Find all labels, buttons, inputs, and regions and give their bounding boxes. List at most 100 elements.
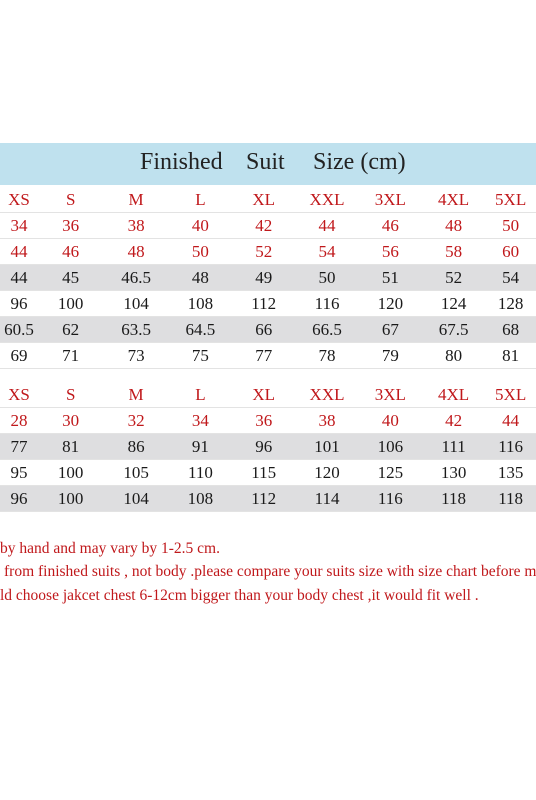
table2-cell: 32 [103,407,169,434]
jacket-size-table: XS S M L XL XXL 3XL 4XL 5XL 34 36 38 40 42 44 46 48 50 44 4… [0,187,536,369]
table1-cell: 48 [421,212,486,239]
table1-cell: 66 [232,316,296,343]
table1-cell: 58 [421,238,486,265]
table1-cell: 96 [0,290,38,317]
table1-cell: 69 [0,342,38,369]
table2-cell: S [37,382,104,408]
table2-cell: L [168,382,233,408]
table1-cell: XL [232,187,296,213]
table1-cell: 46 [358,212,422,239]
table1-cell: 63.5 [103,316,169,343]
table1-row: 60.5 62 63.5 64.5 66 66.5 67 67.5 68 [0,316,536,343]
table2-cell: 111 [421,433,486,460]
table1-cell: 38 [103,212,169,239]
note-line-2: from finished suits , not body .please c… [4,563,536,580]
table2-cell: 95 [0,459,38,486]
table1-cell: 60.5 [0,316,38,343]
table2-cell: XL [232,382,296,408]
table2-row: 95 100 105 110 115 120 125 130 135 [0,459,536,486]
table1-cell: 124 [421,290,486,317]
table1-cell: 54 [485,264,536,291]
pants-size-table: XS S M L XL XXL 3XL 4XL 5XL 28 30 32 34 36 38 40 42 44 77 8… [0,382,536,512]
table2-row: 77 81 86 91 96 101 106 111 116 [0,433,536,460]
table1-cell: 45 [37,264,104,291]
table1-cell: 116 [295,290,359,317]
table1-cell: 112 [232,290,296,317]
table1-cell: 50 [485,212,536,239]
header-word-size: Size (cm) [313,149,406,175]
table1-cell: 34 [0,212,38,239]
table2-cell: 105 [103,459,169,486]
table1-cell: 4XL [421,187,486,213]
table2-cell: 106 [358,433,422,460]
table1-cell: 44 [295,212,359,239]
table1-cell: L [168,187,233,213]
table1-cell: 36 [37,212,104,239]
table1-cell: 68 [485,316,536,343]
table2-cell: 120 [295,459,359,486]
table2-cell: 112 [232,485,296,512]
table1-cell: 44 [0,238,38,265]
table2-cell: 44 [485,407,536,434]
table2-cell: M [103,382,169,408]
table1-cell: 52 [232,238,296,265]
table1-row: XS S M L XL XXL 3XL 4XL 5XL [0,187,536,213]
table1-cell: 67.5 [421,316,486,343]
table1-cell: 66.5 [295,316,359,343]
table1-cell: XXL [295,187,359,213]
table2-row: XS S M L XL XXL 3XL 4XL 5XL [0,382,536,408]
table2-cell: 110 [168,459,233,486]
table1-cell: 71 [37,342,104,369]
table1-cell: 104 [103,290,169,317]
table2-cell: 40 [358,407,422,434]
table2-cell: 101 [295,433,359,460]
table2-cell: 96 [0,485,38,512]
table1-cell: 120 [358,290,422,317]
table2-cell: 36 [232,407,296,434]
size-chart-header-banner: Finished Suit Size (cm) [0,143,536,185]
table1-cell: 46 [37,238,104,265]
table2-cell: 42 [421,407,486,434]
table2-row: 96 100 104 108 112 114 116 118 118 [0,485,536,512]
table1-cell: 79 [358,342,422,369]
table1-cell: 75 [168,342,233,369]
table1-cell: 52 [421,264,486,291]
table2-cell: 34 [168,407,233,434]
table1-cell: 51 [358,264,422,291]
table1-cell: 5XL [485,187,536,213]
table1-cell: 80 [421,342,486,369]
table2-cell: 118 [421,485,486,512]
table2-cell: 81 [37,433,104,460]
table1-cell: 73 [103,342,169,369]
table2-cell: 125 [358,459,422,486]
table2-cell: 115 [232,459,296,486]
table1-cell: 3XL [358,187,422,213]
table1-row: 44 46 48 50 52 54 56 58 60 [0,238,536,265]
table2-cell: 28 [0,407,38,434]
table1-cell: 100 [37,290,104,317]
note-line-3: ld choose jakcet chest 6-12cm bigger tha… [0,587,479,604]
table1-cell: 54 [295,238,359,265]
table1-cell: 49 [232,264,296,291]
table1-cell: 50 [168,238,233,265]
table1-cell: 78 [295,342,359,369]
table1-cell: 48 [103,238,169,265]
table1-cell: 81 [485,342,536,369]
table2-cell: 116 [358,485,422,512]
table1-cell: S [37,187,104,213]
table2-cell: XXL [295,382,359,408]
table2-cell: 135 [485,459,536,486]
note-line-1: by hand and may vary by 1-2.5 cm. [0,540,220,557]
table2-cell: 91 [168,433,233,460]
header-word-finished: Finished [140,149,223,175]
table2-cell: 114 [295,485,359,512]
table2-cell: 86 [103,433,169,460]
table1-cell: 40 [168,212,233,239]
table1-cell: 50 [295,264,359,291]
table2-cell: 100 [37,485,104,512]
table1-cell: 128 [485,290,536,317]
table1-cell: 44 [0,264,38,291]
table1-row: 34 36 38 40 42 44 46 48 50 [0,212,536,239]
table2-cell: 77 [0,433,38,460]
table2-cell: 3XL [358,382,422,408]
